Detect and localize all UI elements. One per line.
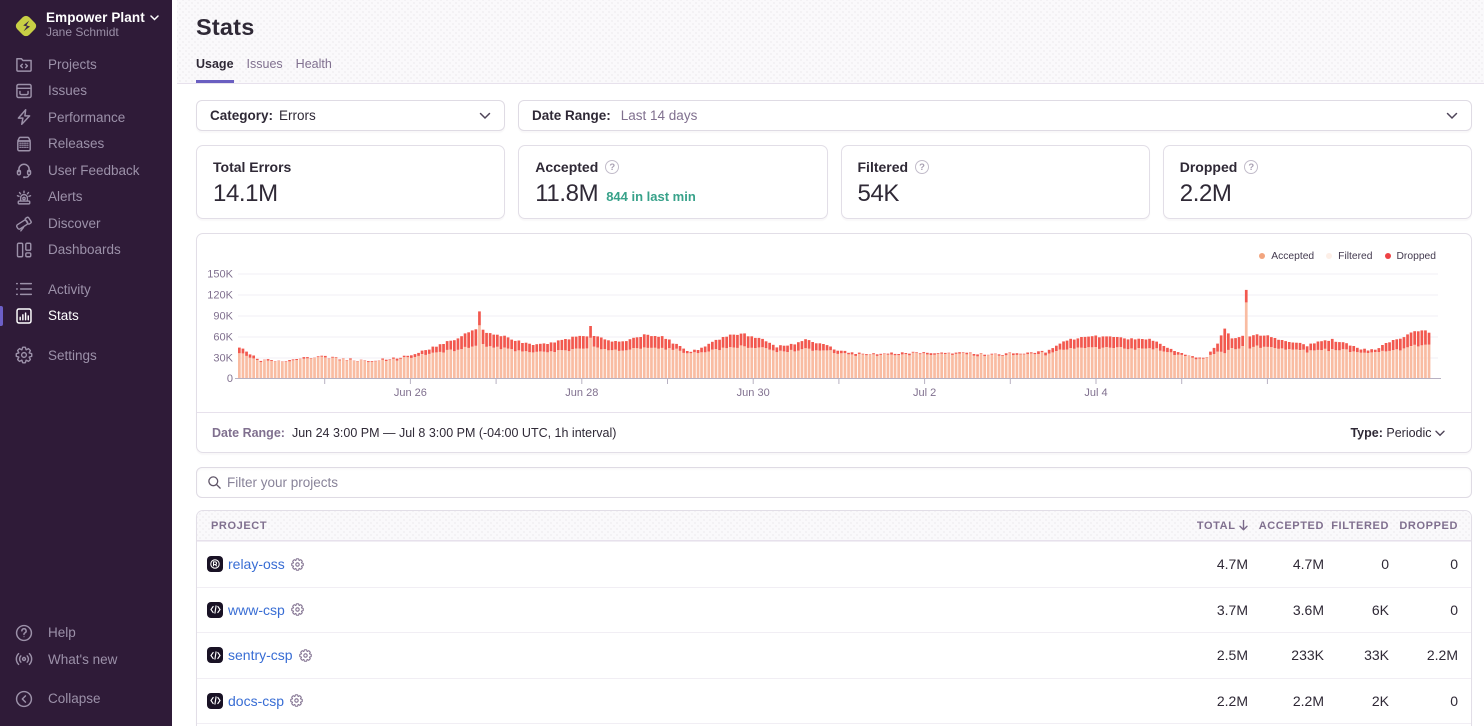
svg-text:Jun 28: Jun 28: [565, 387, 598, 399]
svg-text:Jul 2: Jul 2: [913, 387, 936, 399]
svg-text:0: 0: [227, 373, 233, 385]
svg-text:90K: 90K: [213, 311, 233, 323]
svg-text:120K: 120K: [207, 290, 233, 302]
svg-text:150K: 150K: [207, 269, 233, 281]
svg-text:Jun 26: Jun 26: [394, 387, 427, 399]
svg-text:30K: 30K: [213, 353, 233, 365]
svg-text:60K: 60K: [213, 332, 233, 344]
svg-text:Jun 30: Jun 30: [737, 387, 770, 399]
svg-text:Jul 4: Jul 4: [1084, 387, 1107, 399]
